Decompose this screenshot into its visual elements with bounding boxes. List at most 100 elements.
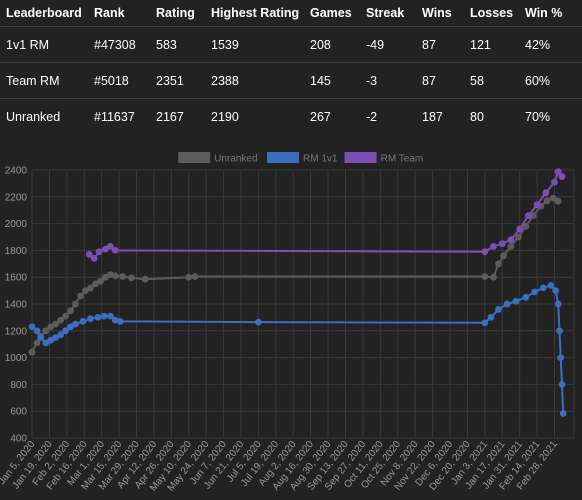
data-point [100, 312, 108, 320]
data-point [547, 282, 555, 289]
data-point [554, 168, 562, 175]
rating-history-chart: 400 600 800 1000 1200 1400 1600 1800 2000 2200 240… [0, 152, 575, 494]
data-point [42, 327, 50, 335]
data-point [57, 316, 64, 324]
header-losses: Losses [464, 0, 519, 27]
data-point [52, 320, 59, 328]
cell-win-pct: 42% [519, 26, 582, 63]
data-point [72, 300, 79, 308]
data-point [90, 255, 98, 262]
data-point [507, 236, 515, 244]
data-point [554, 300, 562, 308]
cell-streak: -49 [360, 26, 416, 63]
table-row-team-rm: Team RM #5018 2351 2388 145 -3 87 58 60% [0, 62, 582, 99]
data-point [95, 248, 103, 256]
data-point [490, 273, 497, 281]
data-point [28, 348, 36, 356]
y-tick-label: 1400 [5, 300, 28, 311]
cell-games: 145 [304, 62, 360, 99]
data-point [107, 312, 114, 320]
cell-highest-rating: 2190 [211, 109, 239, 124]
data-point [481, 273, 489, 280]
data-point [102, 245, 109, 253]
cell-rating: 2167 [156, 109, 184, 124]
data-point [498, 240, 506, 248]
data-point [72, 320, 79, 328]
data-point [487, 314, 495, 321]
header-streak: Streak [360, 0, 416, 27]
cell-win-pct: 60% [519, 62, 582, 99]
header-rating: Rating [150, 0, 205, 27]
header-win-pct: Win % [519, 0, 582, 27]
cell-rank: #47308 [88, 26, 150, 63]
cell-leaderboard: Unranked [6, 109, 61, 124]
data-point [37, 334, 45, 341]
data-point [33, 339, 41, 347]
data-point [490, 243, 497, 250]
data-point [191, 273, 199, 280]
cell-rank: #5018 [88, 62, 150, 99]
legend-swatch [267, 152, 299, 163]
cell-losses: 58 [464, 62, 519, 99]
data-point [552, 287, 560, 294]
data-point [549, 194, 557, 202]
data-point [522, 293, 530, 301]
cell-wins: 87 [416, 62, 464, 99]
data-point [92, 280, 99, 288]
header-rank: Rank [88, 0, 150, 27]
y-tick-label: 1600 [5, 273, 28, 284]
data-point [87, 284, 94, 292]
data-point [558, 381, 566, 388]
data-point [119, 273, 127, 280]
cell-win-pct: 70% [525, 109, 551, 124]
data-point [543, 197, 551, 205]
data-point [554, 197, 562, 205]
data-point [79, 318, 87, 325]
data-point [85, 251, 93, 258]
cell-highest-rating: 1539 [205, 26, 304, 63]
header-games: Games [304, 0, 360, 27]
header-highest-rating: Highest Rating [205, 0, 304, 27]
data-point [94, 314, 102, 321]
data-point [116, 318, 124, 325]
cell-rank: #11637 [94, 109, 135, 124]
data-point [515, 233, 522, 241]
y-tick-label: 1200 [5, 326, 28, 337]
data-point [531, 288, 538, 296]
data-point [128, 274, 135, 282]
legend-label: RM 1v1 [303, 154, 338, 165]
data-point [495, 306, 502, 313]
y-tick-label: 1000 [5, 353, 28, 364]
y-tick-label: 600 [10, 407, 27, 418]
y-tick-label: 400 [10, 434, 27, 445]
cell-games: 267 [310, 109, 331, 124]
data-point [97, 277, 104, 285]
cell-streak: -2 [366, 109, 378, 124]
data-point [28, 323, 36, 331]
data-point [141, 275, 149, 283]
data-point [57, 331, 64, 339]
cell-leaderboard: Team RM [0, 62, 88, 99]
cell-wins: 87 [416, 26, 464, 63]
y-tick-label: 2400 [5, 166, 28, 177]
cell-rating: 2351 [150, 62, 205, 99]
cell-losses: 80 [470, 109, 484, 124]
data-point [82, 287, 89, 294]
leaderboard-table: Leaderboard Rank Rating Highest Rating G… [0, 0, 582, 134]
cell-losses: 121 [464, 26, 519, 63]
data-point [525, 212, 532, 219]
data-point [556, 327, 563, 335]
data-point [481, 248, 489, 256]
data-point [111, 272, 119, 280]
legend-label: RM Team [381, 154, 424, 165]
data-point [539, 284, 547, 292]
table-row-1v1-rm: 1v1 RM #47308 583 1539 208 -49 87 121 42… [0, 26, 582, 63]
data-point [495, 260, 502, 268]
data-point [557, 354, 565, 361]
data-point [67, 307, 74, 315]
legend-swatch [344, 152, 377, 163]
data-point [522, 222, 530, 230]
data-point [107, 243, 114, 250]
data-point [111, 247, 119, 254]
table-row-unranked: Unranked #11637 2167 2190 267 -2 187 80 … [0, 99, 582, 135]
